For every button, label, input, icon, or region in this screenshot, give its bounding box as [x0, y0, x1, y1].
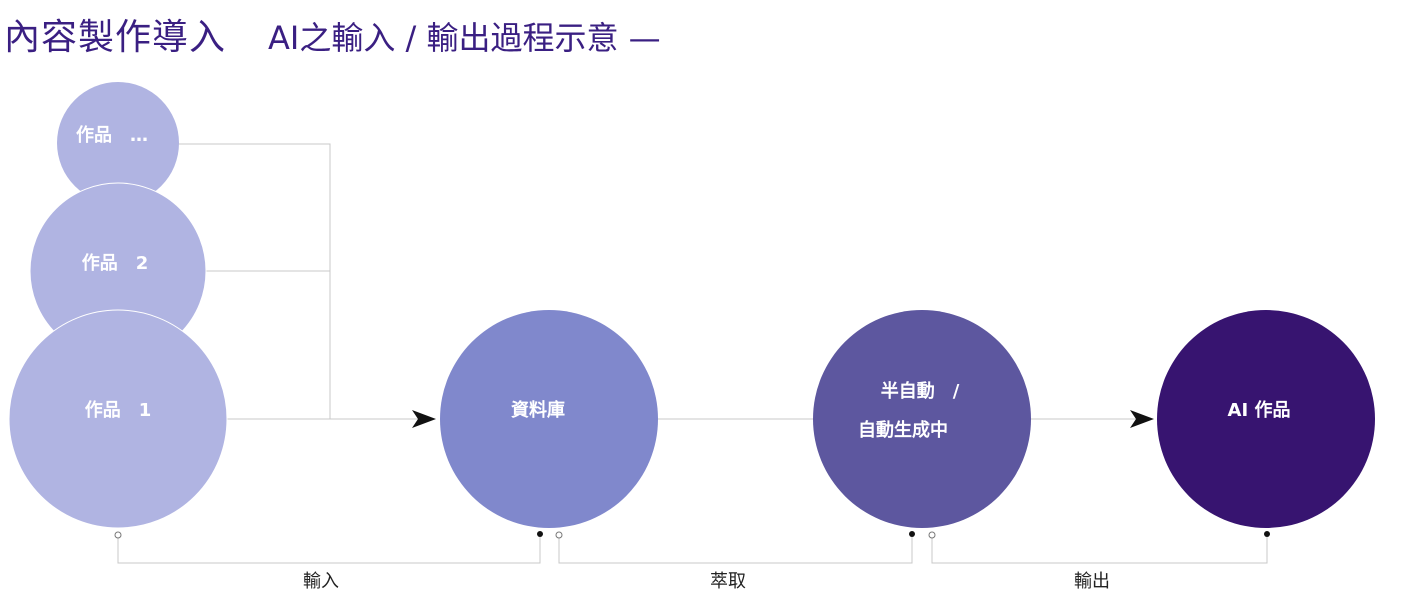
page-title: 內容製作導入 AI之輸入 / 輸出過程示意 —	[4, 8, 661, 58]
stage-output-label: 輸出	[1074, 571, 1110, 592]
title-sub: AI之輸入 / 輸出過程示意 —	[268, 19, 661, 57]
node-work-2: 作品 2	[29, 182, 207, 360]
node-work-more: 作品 …	[57, 82, 179, 204]
node-generating-line2: 自動生成中	[858, 419, 948, 441]
node-generating: 半自動 / 自動生成中	[813, 310, 1031, 528]
bracket-extract-start-dot	[555, 531, 563, 539]
bracket-output: 輸出	[928, 531, 1270, 592]
node-work-1-label: 作品 1	[85, 399, 152, 421]
node-ai-work: AI 作品	[1157, 310, 1375, 528]
stage-input-label: 輸入	[303, 571, 339, 592]
bracket-output-line	[931, 537, 1268, 564]
node-work-more-label: 作品 …	[76, 124, 148, 146]
bracket-input-start-dot	[114, 531, 122, 539]
bracket-extract-end-dot	[909, 531, 915, 537]
node-database-circle	[440, 310, 658, 528]
node-ai-work-label: AI 作品	[1228, 399, 1291, 421]
node-generating-circle	[813, 310, 1031, 528]
bracket-extract-line	[558, 537, 913, 564]
stage-extract-label: 萃取	[710, 571, 746, 592]
node-database: 資料庫	[440, 310, 658, 528]
title-main: 內容製作導入	[4, 17, 227, 58]
node-database-label: 資料庫	[511, 399, 565, 421]
node-work-1-circle	[8, 309, 228, 529]
bracket-input: 輸入	[114, 531, 543, 592]
node-ai-work-circle	[1157, 310, 1375, 528]
bracket-output-end-dot	[1264, 531, 1270, 537]
bracket-input-end-dot	[537, 531, 543, 537]
node-work-2-label: 作品 2	[82, 252, 149, 274]
arrow-to-database-icon	[412, 410, 436, 428]
bracket-extract: 萃取	[555, 531, 915, 592]
node-work-1: 作品 1	[8, 309, 228, 529]
connector-work-more	[178, 143, 331, 419]
arrow-to-ai-work-icon	[1130, 410, 1154, 428]
bracket-input-line	[117, 537, 541, 564]
bracket-output-start-dot	[928, 531, 936, 539]
node-generating-line1: 半自動 /	[881, 380, 960, 402]
node-work-more-circle	[57, 82, 179, 204]
